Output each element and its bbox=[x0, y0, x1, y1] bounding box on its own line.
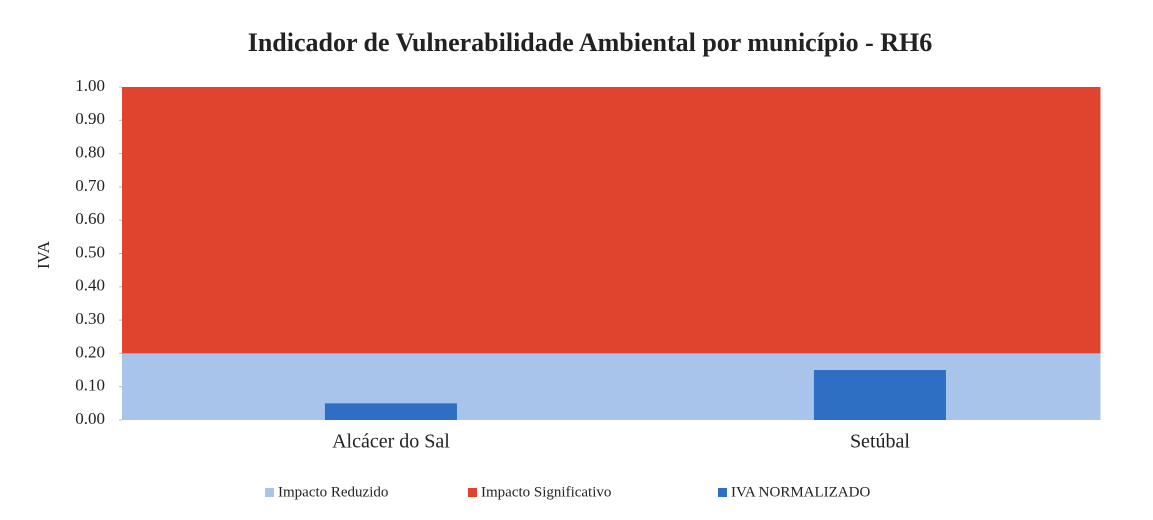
legend-swatch bbox=[718, 488, 727, 497]
area-segment bbox=[122, 87, 612, 354]
legend-label: Impacto Significativo bbox=[481, 484, 611, 500]
y-tick-label: 0.60 bbox=[75, 209, 105, 228]
y-tick-label: 0.40 bbox=[75, 276, 105, 295]
bar bbox=[324, 403, 457, 420]
bar bbox=[813, 370, 946, 420]
y-tick-label: 0.80 bbox=[75, 143, 105, 162]
y-tick-label: 1.00 bbox=[75, 76, 105, 95]
y-axis-label: IVA bbox=[34, 240, 53, 269]
y-tick-label: 0.30 bbox=[75, 309, 105, 328]
y-tick-label: 0.70 bbox=[75, 176, 105, 195]
legend-swatch bbox=[468, 488, 477, 497]
y-tick-label: 0.00 bbox=[75, 409, 105, 428]
legend-label: IVA NORMALIZADO bbox=[731, 484, 870, 500]
x-tick-label: Alcácer do Sal bbox=[332, 431, 450, 453]
y-tick-label: 0.10 bbox=[75, 376, 105, 395]
legend-label: Impacto Reduzido bbox=[278, 484, 388, 500]
area-segment bbox=[611, 87, 1101, 354]
y-tick-label: 0.90 bbox=[75, 109, 105, 128]
chart-title: Indicador de Vulnerabilidade Ambiental p… bbox=[248, 28, 933, 57]
legend-swatch bbox=[265, 488, 274, 497]
y-tick-label: 0.20 bbox=[75, 342, 105, 361]
y-tick-label: 0.50 bbox=[75, 242, 105, 261]
x-tick-label: Setúbal bbox=[850, 431, 910, 453]
